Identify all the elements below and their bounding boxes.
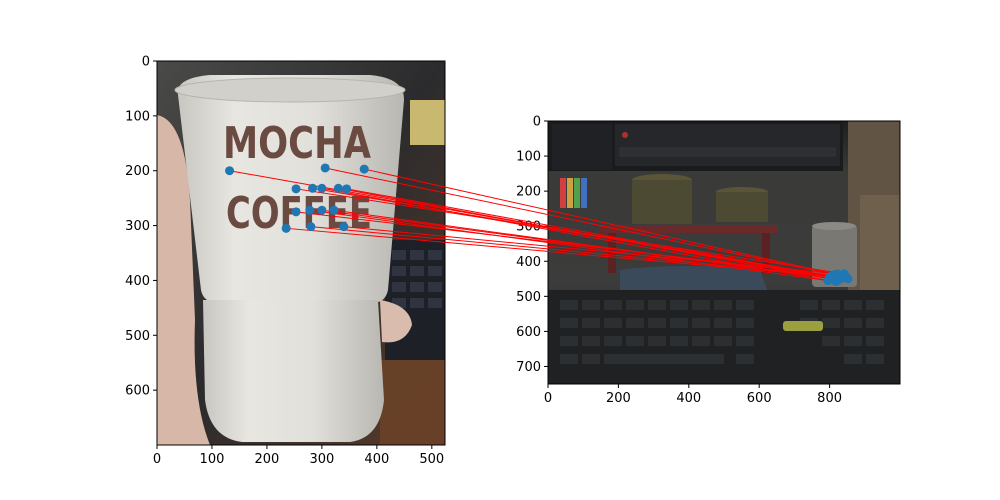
x-tick-label: 400 <box>676 391 701 406</box>
x-tick-label: 600 <box>747 391 772 406</box>
x-tick-label: 400 <box>364 452 389 467</box>
x-tick-label: 200 <box>606 391 631 406</box>
right-photo <box>548 121 900 384</box>
keypoint-left <box>317 205 327 215</box>
y-tick-label: 500 <box>516 290 541 305</box>
y-tick-label: 100 <box>125 109 150 124</box>
cup-text-mocha: MOCHA <box>223 118 371 169</box>
keypoint-left <box>291 207 301 217</box>
y-tick-label: 300 <box>125 219 150 234</box>
right-axes-frame <box>547 120 901 385</box>
keypoint-left <box>329 205 339 215</box>
match-line <box>325 167 835 276</box>
keypoint-left <box>342 184 352 194</box>
keypoint-left <box>291 184 301 194</box>
keypoint-left <box>320 163 330 173</box>
x-tick-label: 800 <box>817 391 842 406</box>
y-tick-label: 200 <box>516 185 541 200</box>
y-tick-label: 600 <box>125 384 150 399</box>
x-tick-label: 0 <box>544 391 552 406</box>
keypoint-left <box>359 164 369 174</box>
y-tick-label: 200 <box>125 164 150 179</box>
y-tick-label: 0 <box>533 115 541 130</box>
keypoint-left <box>225 166 235 176</box>
x-tick-label: 300 <box>309 452 334 467</box>
keypoint-left <box>333 183 343 193</box>
match-line <box>309 209 837 283</box>
x-tick-label: 500 <box>419 452 444 467</box>
match-line <box>343 226 838 275</box>
match-line <box>338 187 834 280</box>
keypoint-left <box>305 205 315 215</box>
left-axes-frame <box>156 60 446 446</box>
y-tick-label: 700 <box>516 360 541 375</box>
x-tick-label: 0 <box>153 452 161 467</box>
y-tick-label: 500 <box>125 329 150 344</box>
keypoint-left <box>306 222 316 232</box>
keypoint-left <box>317 183 327 193</box>
match-line <box>346 188 839 279</box>
keypoint-right <box>832 269 842 279</box>
y-tick-label: 400 <box>125 274 150 289</box>
match-line <box>310 226 833 277</box>
y-tick-label: 0 <box>142 55 150 70</box>
left-photo: MOCHA COFFEE <box>157 61 445 445</box>
match-line <box>286 227 844 278</box>
y-tick-label: 400 <box>516 255 541 270</box>
keypoint-left <box>308 183 318 193</box>
keypoint-left <box>339 222 349 232</box>
keypoint-left <box>281 223 291 233</box>
x-tick-label: 200 <box>255 452 280 467</box>
x-tick-label: 100 <box>200 452 225 467</box>
y-tick-label: 600 <box>516 325 541 340</box>
match-line <box>364 168 841 276</box>
y-tick-label: 100 <box>516 150 541 165</box>
